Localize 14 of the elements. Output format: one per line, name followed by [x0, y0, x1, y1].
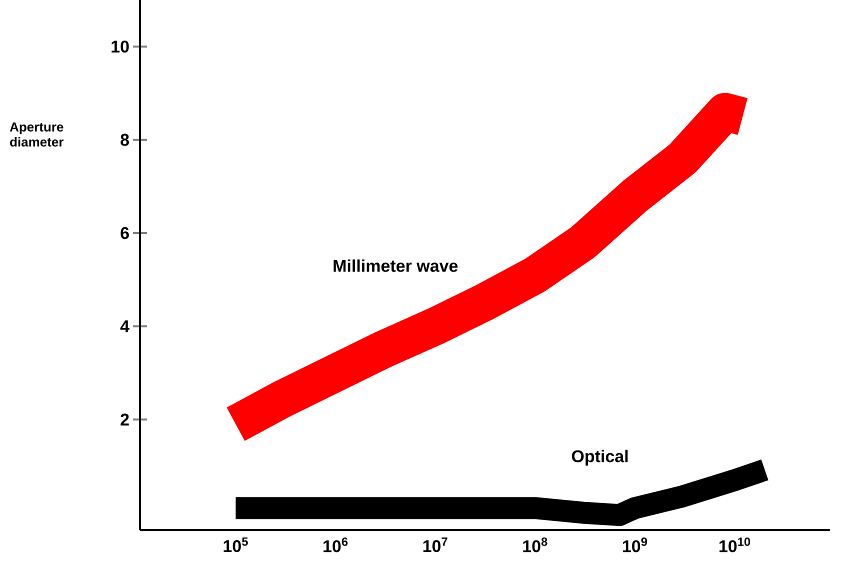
x-tick-label: 10$^{8}$ — [523, 538, 548, 552]
x-tick-label: 10$^{6}$ — [324, 538, 348, 552]
y-axis-title: Aperture diameter — [10, 122, 64, 147]
y-tick-label: 2 — [120, 414, 129, 426]
x-tick-label: 10$^{10}$ — [720, 538, 750, 552]
x-tick-label: 10$^{7}$ — [423, 538, 448, 552]
x-tick-label: 10$^{9}$ — [623, 538, 648, 552]
x-tick-label: 10$^{5}$ — [224, 538, 248, 552]
text: Millimeter wave — [334, 259, 458, 272]
y-tick-label: 6 — [120, 227, 129, 240]
y-tick-label: 4 — [120, 320, 130, 332]
y-tick-label: 8 — [120, 134, 129, 146]
y-tick-label: 10 — [112, 40, 129, 53]
text: Optical — [572, 450, 628, 466]
